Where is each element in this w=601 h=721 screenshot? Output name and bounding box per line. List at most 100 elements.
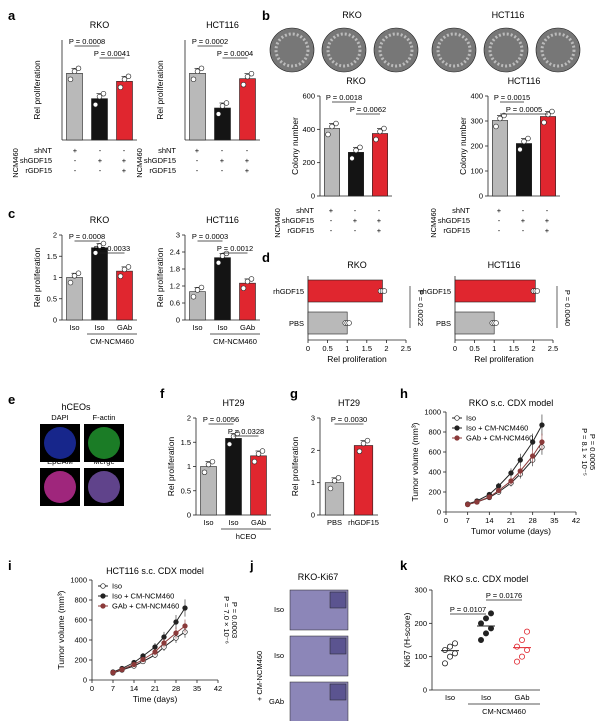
condition-mark: +: [545, 216, 550, 225]
p-value: P = 0.0062: [350, 105, 386, 114]
data-point: [92, 250, 99, 256]
condition-label: shGDF15: [282, 216, 314, 225]
y-tick-label: 1: [53, 273, 57, 282]
y-axis-label: Rel proliferation: [155, 60, 165, 120]
bar: [116, 270, 133, 321]
y-tick-label: 0: [53, 316, 57, 325]
y-tick-label: 0: [187, 511, 191, 520]
panel-label-h: h: [400, 386, 408, 401]
data-point: [346, 320, 352, 326]
legend-marker: [454, 435, 460, 441]
panel-label-f: f: [160, 386, 165, 401]
ihc-inset: [329, 683, 347, 701]
data-point: [521, 138, 527, 145]
data-point: [75, 270, 82, 276]
y-tick-label: 0: [423, 686, 427, 695]
data-point: [360, 440, 367, 447]
x-tick-label: PBS: [327, 518, 342, 527]
colony-texture: [274, 32, 310, 68]
bar: [353, 445, 374, 516]
x-tick-label: 14: [130, 684, 138, 693]
p-value: P = 0.0056: [203, 415, 239, 424]
y-tick-label: 800: [428, 428, 441, 437]
data-point: [190, 76, 197, 83]
series-point: [474, 499, 480, 505]
x-tick-label: Iso: [203, 518, 213, 527]
p-value: P = 0.0107: [450, 605, 486, 614]
chart-title: RKO: [347, 260, 367, 270]
y-axis-label: Ki67 (H-score): [402, 612, 412, 667]
data-point: [230, 433, 237, 440]
condition-mark: -: [522, 226, 525, 235]
data-point: [194, 287, 201, 293]
series-point: [530, 453, 536, 459]
y-axis-label: Tumor volume (mm³): [56, 590, 66, 669]
x-tick-label: Iso: [94, 323, 104, 332]
panel-label-j: j: [249, 558, 254, 573]
series-point: [152, 649, 158, 655]
bar: [454, 279, 536, 303]
p-value: P = 0.0022: [416, 290, 425, 326]
data-point: [327, 485, 334, 492]
p-value: P = 0.0003: [230, 602, 239, 638]
y-tick-label: 0: [479, 192, 483, 201]
condition-mark: +: [545, 226, 550, 235]
data-point: [373, 136, 379, 143]
x-tick-label: 0: [90, 684, 94, 693]
y-tick-label: 1: [311, 478, 315, 487]
data-point: [205, 461, 212, 468]
data-point: [524, 647, 531, 654]
p-value: P = 0.0018: [326, 93, 362, 102]
data-point: [125, 73, 132, 80]
y-tick-label: 200: [414, 619, 427, 628]
chart-title: HCT116: [206, 215, 239, 225]
data-point: [331, 478, 338, 484]
y-tick-label: 300: [414, 586, 427, 595]
data-point: [244, 73, 251, 80]
data-point: [482, 630, 489, 637]
condition-mark: +: [521, 216, 526, 225]
condition-mark: -: [99, 146, 102, 155]
p-value: P = 0.0040: [563, 290, 572, 326]
bar: [225, 438, 242, 516]
condition-mark: +: [220, 156, 225, 165]
data-point: [121, 266, 128, 273]
microscopy-title: hCEOs: [61, 402, 91, 412]
y-tick-label: 400: [302, 125, 315, 134]
legend-label: Iso: [466, 414, 476, 423]
data-point: [75, 65, 82, 72]
series-point: [173, 630, 179, 636]
data-point: [71, 68, 78, 75]
data-point: [519, 653, 526, 660]
condition-mark: -: [546, 206, 549, 215]
data-point: [477, 620, 484, 627]
x-tick-label: 42: [572, 516, 580, 525]
x-tick-label: 1.5: [509, 344, 519, 353]
chart-title: RKO s.c. CDX model: [444, 574, 529, 584]
x-tick-label: GAb: [514, 693, 529, 702]
group-label: CM-NCM460: [482, 707, 526, 716]
series-point: [517, 457, 523, 463]
series-point: [182, 605, 188, 611]
data-point: [482, 615, 489, 622]
data-point: [517, 146, 523, 153]
panel-label-a: a: [8, 8, 16, 23]
data-point: [493, 123, 499, 130]
p-value: P = 0.0002: [192, 37, 228, 46]
bar: [307, 311, 348, 335]
condition-mark: -: [378, 206, 381, 215]
y-tick-label: 1.5: [181, 438, 191, 447]
y-tick-label: 600: [428, 448, 441, 457]
category-label: rhGDF15: [273, 287, 304, 296]
x-tick-label: 2: [531, 344, 535, 353]
series-point: [486, 494, 492, 500]
category-label: PBS: [436, 319, 451, 328]
data-point: [451, 650, 458, 657]
condition-label: shGDF15: [20, 156, 52, 165]
y-tick-label: 2: [53, 231, 57, 240]
bar: [454, 311, 495, 335]
data-point: [226, 441, 233, 447]
microscopy-label: F-actin: [93, 413, 116, 422]
x-axis-label: Rel proliferation: [327, 354, 387, 364]
condition-mark: -: [246, 146, 249, 155]
